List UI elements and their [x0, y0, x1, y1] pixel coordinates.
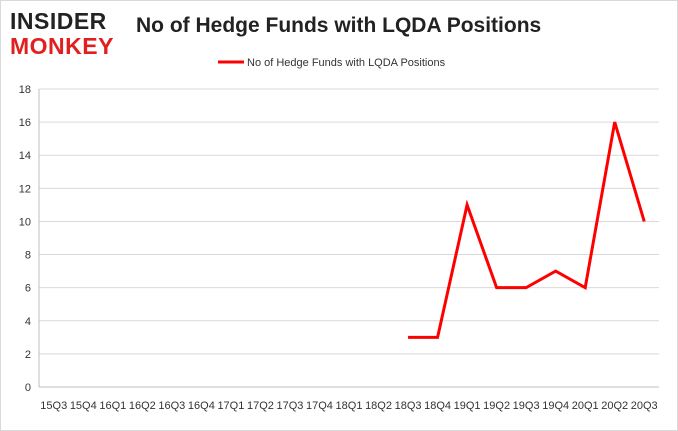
- y-tick-label: 18: [19, 84, 31, 96]
- logo-line-1: INSIDER: [10, 8, 107, 34]
- grid-lines: [39, 88, 659, 355]
- x-tick-label: 17Q2: [247, 400, 274, 412]
- x-tick-label: 20Q1: [572, 400, 599, 412]
- x-tick-label: 15Q4: [70, 400, 97, 412]
- y-tick-label: 0: [25, 382, 31, 394]
- x-tick-label: 17Q1: [217, 400, 244, 412]
- x-tick-label: 19Q3: [513, 400, 540, 412]
- chart-title: No of Hedge Funds with LQDA Positions: [136, 14, 542, 37]
- x-tick-label: 17Q3: [276, 400, 303, 412]
- x-tick-label: 16Q2: [129, 400, 156, 412]
- logo-line-2: MONKEY: [10, 33, 114, 59]
- x-tick-labels: 15Q3 15Q4 16Q1 16Q2 16Q3 16Q4 17Q1 17Q2 17Q3 17Q4…: [40, 400, 657, 412]
- y-tick-label: 2: [25, 349, 31, 361]
- x-tick-label: 20Q3: [631, 400, 658, 412]
- x-tick-label: 18Q2: [365, 400, 392, 412]
- y-tick-label: 4: [25, 316, 31, 328]
- x-tick-label: 17Q4: [306, 400, 333, 412]
- x-tick-label: 16Q4: [188, 400, 215, 412]
- y-tick-label: 14: [19, 150, 31, 162]
- legend: No of Hedge Funds with LQDA Positions: [218, 57, 446, 69]
- y-tick-label: 8: [25, 250, 31, 262]
- y-tick-label: 12: [19, 183, 31, 195]
- axes: [38, 89, 659, 388]
- x-tick-label: 18Q4: [424, 400, 451, 412]
- x-tick-label: 20Q2: [601, 400, 628, 412]
- x-tick-label: 15Q3: [40, 400, 67, 412]
- x-tick-label: 18Q1: [336, 400, 363, 412]
- x-tick-label: 19Q2: [483, 400, 510, 412]
- y-tick-label: 10: [19, 216, 31, 228]
- x-tick-label: 16Q3: [158, 400, 185, 412]
- series-lines: [407, 121, 646, 339]
- x-tick-label: 19Q1: [454, 400, 481, 412]
- y-tick-label: 6: [25, 283, 31, 295]
- x-tick-label: 18Q3: [395, 400, 422, 412]
- y-tick-labels: 0 2 4 6 8 10 12 14 16 18: [19, 84, 31, 394]
- legend-label: No of Hedge Funds with LQDA Positions: [247, 57, 446, 69]
- insider-monkey-logo: INSIDER MONKEY: [10, 10, 126, 58]
- y-tick-label: 16: [19, 117, 31, 129]
- x-tick-label: 19Q4: [542, 400, 569, 412]
- series-line: [408, 121, 646, 339]
- x-tick-label: 16Q1: [99, 400, 126, 412]
